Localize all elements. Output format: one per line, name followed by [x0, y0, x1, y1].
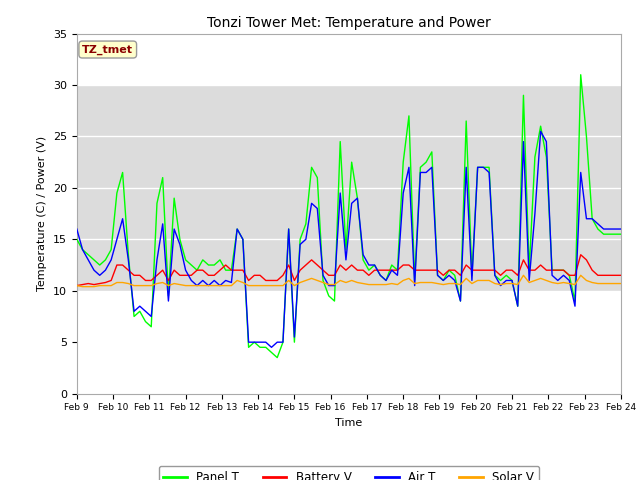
Air T	[617, 226, 625, 232]
X-axis label: Time: Time	[335, 418, 362, 428]
Panel T	[582, 133, 590, 139]
Line: Battery V: Battery V	[77, 255, 621, 286]
Panel T	[577, 72, 584, 78]
Panel T	[617, 231, 625, 237]
Panel T	[371, 262, 378, 268]
Line: Solar V: Solar V	[77, 276, 621, 287]
Air T	[582, 216, 590, 222]
Battery V	[571, 273, 579, 278]
Legend: Panel T, Battery V, Air T, Solar V: Panel T, Battery V, Air T, Solar V	[159, 466, 539, 480]
Battery V	[73, 283, 81, 288]
Battery V	[348, 262, 355, 268]
Solar V	[234, 277, 241, 283]
Air T	[371, 262, 378, 268]
Air T	[228, 280, 236, 286]
Solar V	[371, 282, 378, 288]
Line: Panel T: Panel T	[77, 75, 621, 358]
Solar V	[79, 284, 86, 289]
Battery V	[617, 273, 625, 278]
Battery V	[365, 273, 372, 278]
Air T	[353, 195, 361, 201]
Solar V	[520, 273, 527, 278]
Air T	[314, 205, 321, 211]
Title: Tonzi Tower Met: Temperature and Power: Tonzi Tower Met: Temperature and Power	[207, 16, 491, 30]
Battery V	[308, 257, 316, 263]
Air T	[73, 226, 81, 232]
Panel T	[228, 267, 236, 273]
Air T	[268, 345, 275, 350]
Air T	[537, 129, 545, 134]
Panel T	[73, 237, 81, 242]
Solar V	[73, 283, 81, 288]
Solar V	[314, 277, 321, 283]
Battery V	[147, 277, 155, 283]
Panel T	[353, 195, 361, 201]
Solar V	[153, 281, 161, 287]
Battery V	[577, 252, 584, 258]
Solar V	[353, 280, 361, 286]
Panel T	[273, 355, 281, 360]
Solar V	[617, 281, 625, 287]
Battery V	[228, 267, 236, 273]
Bar	[77, 85, 621, 291]
Text: TZ_tmet: TZ_tmet	[82, 44, 133, 55]
Line: Air T: Air T	[77, 132, 621, 348]
Y-axis label: Temperature (C) / Power (V): Temperature (C) / Power (V)	[37, 136, 47, 291]
Air T	[147, 313, 155, 319]
Panel T	[147, 324, 155, 330]
Solar V	[582, 277, 590, 283]
Panel T	[314, 175, 321, 180]
